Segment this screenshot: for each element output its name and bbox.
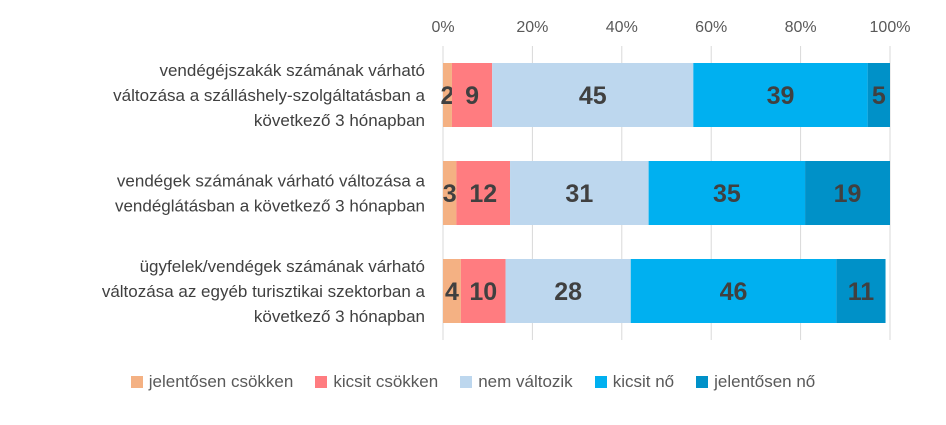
bar-segment [630, 259, 837, 323]
legend-swatch [315, 376, 328, 388]
bars: 2 9 45 39 5 3 12 31 35 19 4 10 28 46 11 [441, 63, 890, 323]
x-tick-label: 100% [870, 19, 911, 36]
bar-segment [492, 63, 694, 127]
data-label: 31 [565, 180, 593, 208]
legend-item: kicsit csökken [315, 372, 438, 392]
category-label: változása a szálláshely-szolgáltatásban … [113, 86, 425, 105]
legend-swatch [696, 376, 709, 388]
legend-swatch [594, 376, 607, 388]
data-label: 4 [445, 278, 459, 306]
legend: jelentősen csökken kicsit csökken nem vált… [0, 372, 946, 392]
bar-segment [460, 259, 506, 323]
data-label: 45 [579, 82, 607, 110]
legend-swatch [460, 376, 473, 388]
bar-segment [443, 63, 452, 127]
category-labels: vendégéjszakák számának várható változása… [102, 61, 426, 326]
data-label: 12 [469, 180, 497, 208]
bar-segment [648, 161, 806, 225]
category-label: ügyfelek/vendégek számának várható [140, 257, 425, 276]
bar-segment [836, 259, 886, 323]
category-label: vendégek számának várható változása a [117, 172, 426, 191]
data-label: 3 [443, 180, 457, 208]
x-tick-label: 20% [516, 19, 548, 36]
bar-segment [505, 259, 631, 323]
x-axis-ticks: 0% 20% 40% 60% 80% 100% [431, 19, 910, 36]
legend-item: jelentősen nő [696, 372, 815, 392]
bar-segment [456, 161, 511, 225]
stacked-bar-chart: 0% 20% 40% 60% 80% 100% 2 9 45 39 5 3 12 31 35 19 4 10 28… [102, 19, 910, 340]
bar-segment [443, 161, 457, 225]
data-label: 46 [720, 278, 748, 306]
data-label: 9 [465, 82, 479, 110]
data-label: 39 [767, 82, 795, 110]
category-label: következő 3 hónapban [254, 307, 425, 326]
data-label: 19 [834, 180, 862, 208]
bar-segment [451, 63, 493, 127]
legend-label: kicsit nő [612, 372, 675, 391]
x-tick-label: 40% [606, 19, 638, 36]
legend-label: kicsit csökken [333, 372, 439, 391]
x-tick-label: 80% [785, 19, 817, 36]
x-tick-label: 0% [431, 19, 454, 36]
category-label: vendéglátásban a következő 3 hónapban [115, 197, 425, 216]
data-label: 10 [469, 278, 497, 306]
legend-label: jelentősen nő [714, 372, 816, 391]
bar-segment [867, 63, 890, 127]
bar-segment [510, 161, 649, 225]
category-label: változása az egyéb turisztikai szektorba… [102, 282, 426, 301]
data-label: 2 [441, 82, 455, 110]
legend-item: kicsit nő [594, 372, 675, 392]
legend-swatch [130, 376, 143, 388]
bar-segment [805, 161, 890, 225]
bar-segment [693, 63, 868, 127]
legend-item: jelentősen csökken [130, 372, 294, 392]
data-label: 35 [713, 180, 741, 208]
legend-item: nem változik [460, 372, 573, 392]
data-label: 11 [848, 278, 875, 306]
category-label: vendégéjszakák számának várható [159, 61, 425, 80]
x-tick-label: 60% [695, 19, 727, 36]
category-label: következő 3 hónapban [254, 111, 425, 130]
legend-label: jelentősen csökken [148, 372, 294, 391]
legend-label: nem változik [478, 372, 573, 391]
data-label: 5 [872, 82, 886, 110]
data-label: 28 [554, 278, 582, 306]
bar-segment [443, 259, 461, 323]
